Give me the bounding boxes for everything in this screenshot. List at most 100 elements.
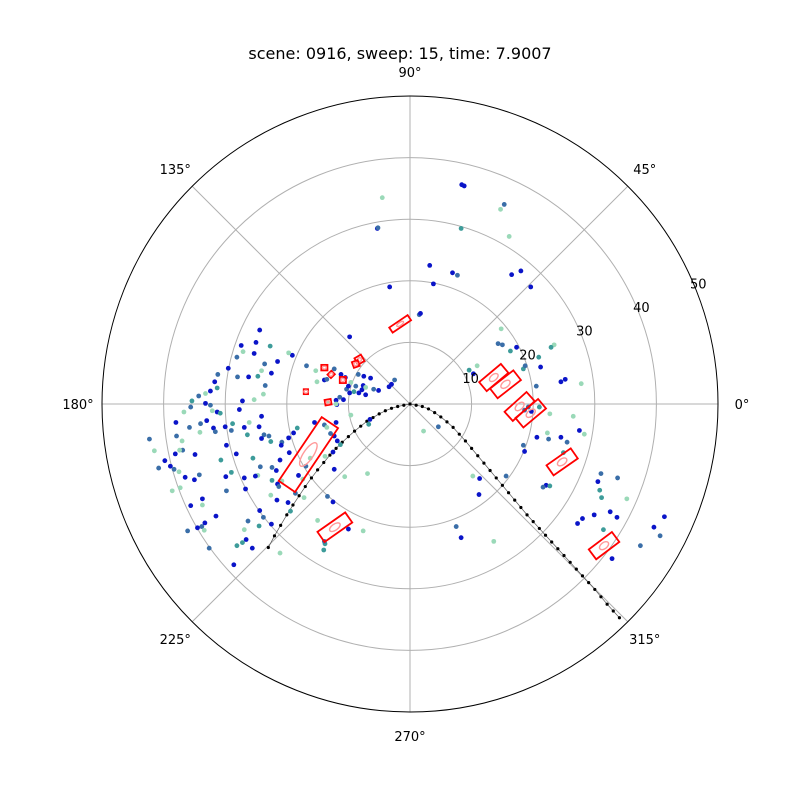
radar-point	[599, 495, 604, 501]
track-point	[396, 404, 400, 409]
track-point	[316, 468, 320, 472]
radial-grid-circle	[163, 157, 657, 651]
radar-point	[257, 464, 263, 470]
object-box	[488, 369, 523, 400]
radar-point	[418, 311, 423, 316]
radar-point	[637, 543, 643, 549]
radar-point	[347, 390, 353, 396]
radial-grid-circle	[224, 218, 596, 590]
radar-point	[179, 438, 185, 444]
radar-point	[273, 468, 279, 473]
radar-point	[225, 365, 231, 371]
radar-point	[356, 390, 362, 396]
track-point	[371, 415, 375, 420]
radar-point	[503, 473, 509, 479]
radar-point	[578, 381, 584, 387]
track-point	[426, 407, 431, 411]
radar-point	[262, 361, 268, 367]
radar-point	[342, 474, 348, 480]
radar-point	[522, 363, 528, 369]
object-box-center	[328, 371, 334, 377]
radar-point	[312, 420, 317, 425]
radar-point	[365, 471, 370, 477]
radar-point	[455, 272, 460, 278]
radar-point	[274, 497, 280, 503]
radial-grid-circle	[347, 341, 473, 467]
radar-point	[285, 500, 291, 505]
radar-point	[266, 433, 272, 439]
track-point	[402, 403, 406, 407]
radar-point	[581, 431, 587, 437]
radar-point	[172, 451, 178, 457]
outer-ring	[101, 95, 719, 713]
radar-point	[251, 397, 257, 403]
radar-point	[392, 377, 397, 383]
radar-point	[246, 374, 252, 380]
track-point	[322, 460, 326, 465]
track-point	[359, 424, 363, 428]
object-box-outline	[326, 369, 337, 380]
radar-point	[294, 425, 300, 431]
radar-point	[508, 348, 513, 354]
radar-point	[147, 436, 152, 442]
theta-tick-label: 90°	[398, 66, 421, 81]
radar-point	[217, 410, 223, 416]
radar-point	[337, 394, 343, 400]
radar-point	[506, 234, 512, 239]
track-point	[291, 503, 295, 507]
radar-point	[570, 413, 576, 419]
radar-point	[259, 413, 264, 419]
radar-point	[453, 524, 459, 529]
object-box-outline	[277, 415, 340, 494]
track-point	[328, 453, 332, 457]
object-box-center	[303, 389, 309, 394]
radar-point	[495, 341, 501, 347]
radar-point	[598, 471, 604, 477]
radar-point	[241, 527, 247, 533]
radar-point	[174, 433, 179, 439]
radar-point	[540, 484, 546, 490]
radar-point	[151, 448, 157, 454]
radar-point	[564, 439, 570, 445]
object-box	[277, 415, 340, 494]
radar-point	[591, 512, 597, 518]
radar-point	[379, 195, 385, 201]
radar-point	[471, 371, 476, 377]
object-box	[514, 397, 548, 429]
radar-point	[230, 421, 235, 427]
radial-gridline	[191, 403, 411, 623]
radar-point	[288, 508, 293, 514]
object-box-center	[525, 408, 536, 419]
radar-point	[458, 226, 464, 231]
radar-point	[286, 435, 292, 441]
radar-point	[277, 550, 283, 556]
radar-point	[188, 404, 194, 410]
track-point	[365, 419, 369, 423]
object-box-center	[328, 522, 341, 533]
track-point	[408, 402, 412, 406]
object-box-outline	[323, 397, 333, 407]
object-box-center	[514, 401, 525, 412]
chart-title: scene: 0916, sweep: 15, time: 7.9007	[248, 44, 552, 63]
radar-point	[246, 420, 252, 425]
radar-point	[291, 430, 296, 436]
radar-point	[198, 421, 203, 427]
radar-point	[514, 344, 519, 350]
theta-tick-label: 45°	[633, 163, 656, 178]
radar-point	[547, 411, 553, 417]
radar-point	[607, 509, 613, 515]
radar-point	[387, 284, 393, 290]
radar-point	[215, 372, 221, 377]
object-box	[350, 358, 361, 370]
track-point	[377, 412, 381, 416]
radar-point	[450, 270, 455, 276]
radar-point	[355, 372, 361, 377]
radar-point	[466, 367, 472, 373]
track-point	[587, 581, 591, 585]
radar-point	[662, 514, 667, 520]
radar-point	[353, 383, 359, 389]
track-point	[414, 403, 418, 407]
radar-point	[477, 476, 483, 481]
radar-point	[169, 488, 175, 494]
radar-point	[338, 372, 344, 377]
